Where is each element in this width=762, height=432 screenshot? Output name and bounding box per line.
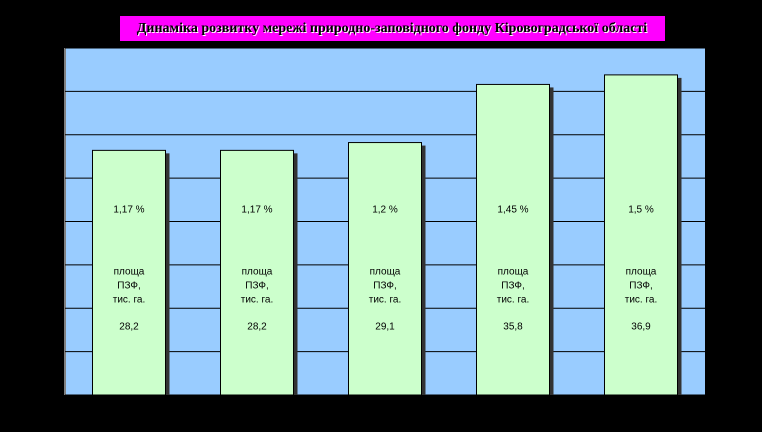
series-label: тис. га. [497, 295, 530, 306]
series-label: площа [114, 267, 145, 278]
value-label: 28,2 [119, 322, 139, 333]
value-label: 35,8 [503, 322, 523, 333]
series-label: ПЗФ, [373, 281, 397, 292]
annotation: 1,2 % [372, 205, 398, 216]
value-label: 36,9 [631, 322, 651, 333]
series-label: тис. га. [241, 295, 274, 306]
value-label: 29,1 [375, 322, 395, 333]
chart-title: Динаміка розвитку мережі природно-запові… [137, 21, 647, 36]
series-label: тис. га. [369, 295, 402, 306]
bar [348, 142, 422, 396]
series-label: ПЗФ, [629, 281, 653, 292]
series-label: площа [498, 267, 529, 278]
annotation: 1,5 % [628, 205, 654, 216]
annotation: 1,45 % [497, 205, 528, 216]
series-label: площа [242, 267, 273, 278]
value-label: 28,2 [247, 322, 267, 333]
annotation: 1,17 % [241, 205, 272, 216]
series-label: тис. га. [625, 295, 658, 306]
series-label: тис. га. [113, 295, 146, 306]
series-label: площа [626, 267, 657, 278]
bar [92, 149, 166, 396]
series-label: площа [370, 267, 401, 278]
series-label: ПЗФ, [245, 281, 269, 292]
series-label: ПЗФ, [501, 281, 525, 292]
bar [220, 149, 294, 396]
bar [604, 74, 678, 396]
series-label: ПЗФ, [117, 281, 141, 292]
annotation: 1,17 % [113, 205, 144, 216]
bar [476, 83, 550, 396]
title-box [120, 16, 665, 41]
title-shadow: Динаміка розвитку мережі природно-запові… [138, 22, 648, 37]
